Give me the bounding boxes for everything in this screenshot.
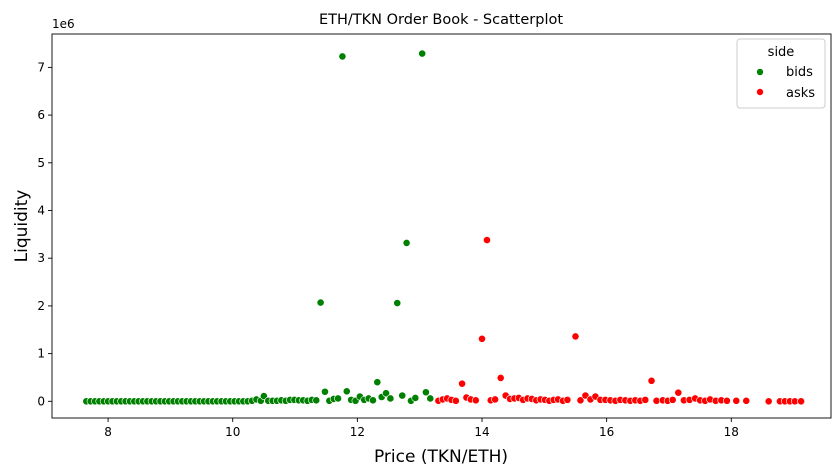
- data-point-bids: [386, 394, 395, 403]
- x-axis-label: Price (TKN/ETH): [374, 447, 508, 467]
- y-tick-label: 4: [37, 203, 45, 217]
- data-point-asks: [641, 395, 650, 404]
- y-tick-label: 2: [37, 299, 45, 313]
- y-tick-label: 5: [37, 156, 45, 170]
- data-point-asks: [496, 374, 505, 382]
- data-point-bids: [338, 52, 347, 61]
- x-tick-label: 18: [724, 425, 739, 439]
- data-point-asks: [478, 334, 486, 343]
- y-axis-multiplier: 1e6: [52, 17, 75, 31]
- data-point-bids: [422, 388, 430, 397]
- x-tick-label: 8: [104, 425, 112, 439]
- y-tick-label: 1: [37, 347, 45, 361]
- data-point-asks: [571, 332, 580, 341]
- data-point-asks: [471, 396, 480, 405]
- x-tick-label: 12: [350, 425, 365, 439]
- data-point-bids: [402, 239, 411, 247]
- data-point-bids: [418, 49, 427, 58]
- legend-marker-asks: [756, 88, 764, 96]
- data-point-asks: [451, 396, 460, 405]
- data-point-asks: [576, 396, 585, 405]
- data-point-asks: [647, 376, 656, 385]
- data-point-bids: [259, 392, 268, 400]
- data-point-bids: [373, 378, 382, 387]
- plot-area-frame: [51, 33, 832, 419]
- data-point-bids: [426, 394, 435, 403]
- data-point-bids: [369, 396, 377, 405]
- data-point-asks: [797, 397, 805, 406]
- data-point-asks: [732, 396, 741, 405]
- y-tick-label: 3: [37, 251, 45, 265]
- data-point-bids: [393, 299, 402, 307]
- y-axis-label: Liquidity: [12, 190, 32, 263]
- legend-marker-bids: [756, 68, 764, 76]
- x-tick-label: 14: [474, 425, 489, 439]
- x-tick-label: 10: [225, 425, 240, 439]
- y-tick-label: 0: [37, 394, 45, 408]
- data-point-asks: [674, 388, 683, 397]
- data-point-asks: [491, 395, 499, 404]
- data-point-bids: [316, 298, 325, 307]
- data-point-asks: [563, 395, 572, 404]
- data-point-bids: [411, 394, 420, 402]
- data-point-asks: [742, 396, 751, 405]
- data-point-bids: [321, 387, 329, 396]
- legend-title: side: [768, 45, 795, 60]
- y-tick-label: 7: [37, 60, 45, 74]
- data-point-asks: [764, 397, 773, 406]
- x-axis-ticks: 8 10 12 14 16 18: [104, 418, 739, 439]
- data-point-bids: [382, 389, 390, 398]
- legend-label-asks: asks: [786, 86, 815, 101]
- data-point-asks: [483, 236, 491, 244]
- data-point-bids: [334, 394, 342, 403]
- chart-title: ETH/TKN Order Book - Scatterplot: [319, 12, 563, 28]
- y-tick-label: 6: [37, 108, 45, 122]
- data-point-bids: [398, 391, 407, 400]
- data-point-asks: [668, 395, 677, 404]
- data-point-asks: [723, 396, 731, 405]
- data-points: [82, 49, 805, 406]
- y-axis-ticks: 0 1 2 3 4 5 6 7: [37, 60, 52, 408]
- x-tick-label: 16: [599, 425, 614, 439]
- data-point-asks: [458, 379, 466, 388]
- data-point-bids: [342, 387, 351, 396]
- data-point-bids: [312, 396, 321, 405]
- legend-label-bids: bids: [786, 65, 813, 80]
- legend: side bids asks: [736, 38, 826, 109]
